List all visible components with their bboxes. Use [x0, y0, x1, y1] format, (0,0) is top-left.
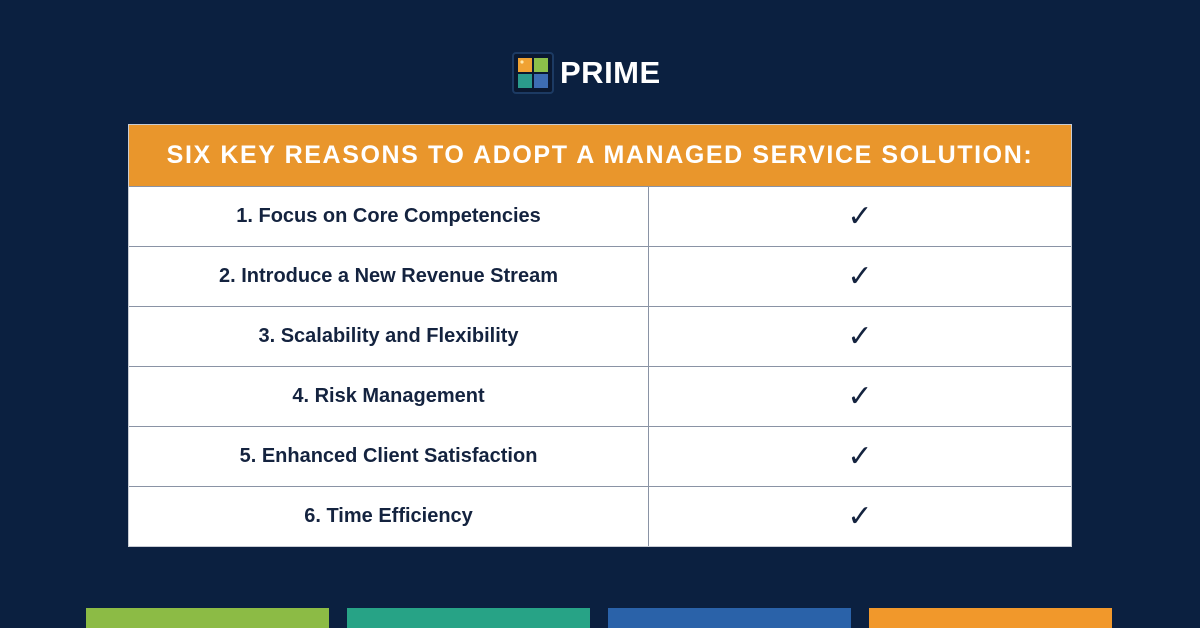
table-row: 3. Scalability and Flexibility ✓ [129, 306, 1071, 366]
logo-grid-icon [518, 58, 548, 88]
footer-bar-teal [347, 608, 590, 628]
table-row: 2. Introduce a New Revenue Stream ✓ [129, 246, 1071, 306]
reason-label: 4. Risk Management [129, 367, 649, 426]
table-row: 4. Risk Management ✓ [129, 366, 1071, 426]
footer-bar-green [86, 608, 329, 628]
checkmark-icon: ✓ [847, 438, 873, 474]
footer-color-bars [0, 608, 1200, 628]
table-row: 1. Focus on Core Competencies ✓ [129, 186, 1071, 246]
reason-label: 3. Scalability and Flexibility [129, 307, 649, 366]
checkmark-icon: ✓ [847, 318, 873, 354]
footer-bar-blue [608, 608, 851, 628]
reason-label: 1. Focus on Core Competencies [129, 187, 649, 246]
table-row: 6. Time Efficiency ✓ [129, 486, 1071, 546]
checkmark-icon: ✓ [847, 198, 873, 234]
reason-label: 2. Introduce a New Revenue Stream [129, 247, 649, 306]
prime-logo: PRIME [512, 52, 661, 94]
checkmark-icon: ✓ [847, 498, 873, 534]
reasons-table: SIX KEY REASONS TO ADOPT A MANAGED SERVI… [128, 124, 1072, 547]
checkmark-icon: ✓ [847, 378, 873, 414]
table-row: 5. Enhanced Client Satisfaction ✓ [129, 426, 1071, 486]
reason-label: 6. Time Efficiency [129, 487, 649, 546]
checkmark-icon: ✓ [847, 258, 873, 294]
table-title: SIX KEY REASONS TO ADOPT A MANAGED SERVI… [129, 125, 1071, 186]
footer-bar-orange [869, 608, 1112, 628]
reason-label: 5. Enhanced Client Satisfaction [129, 427, 649, 486]
brand-name: PRIME [560, 55, 661, 90]
prime-logo-mark-icon [512, 52, 554, 94]
